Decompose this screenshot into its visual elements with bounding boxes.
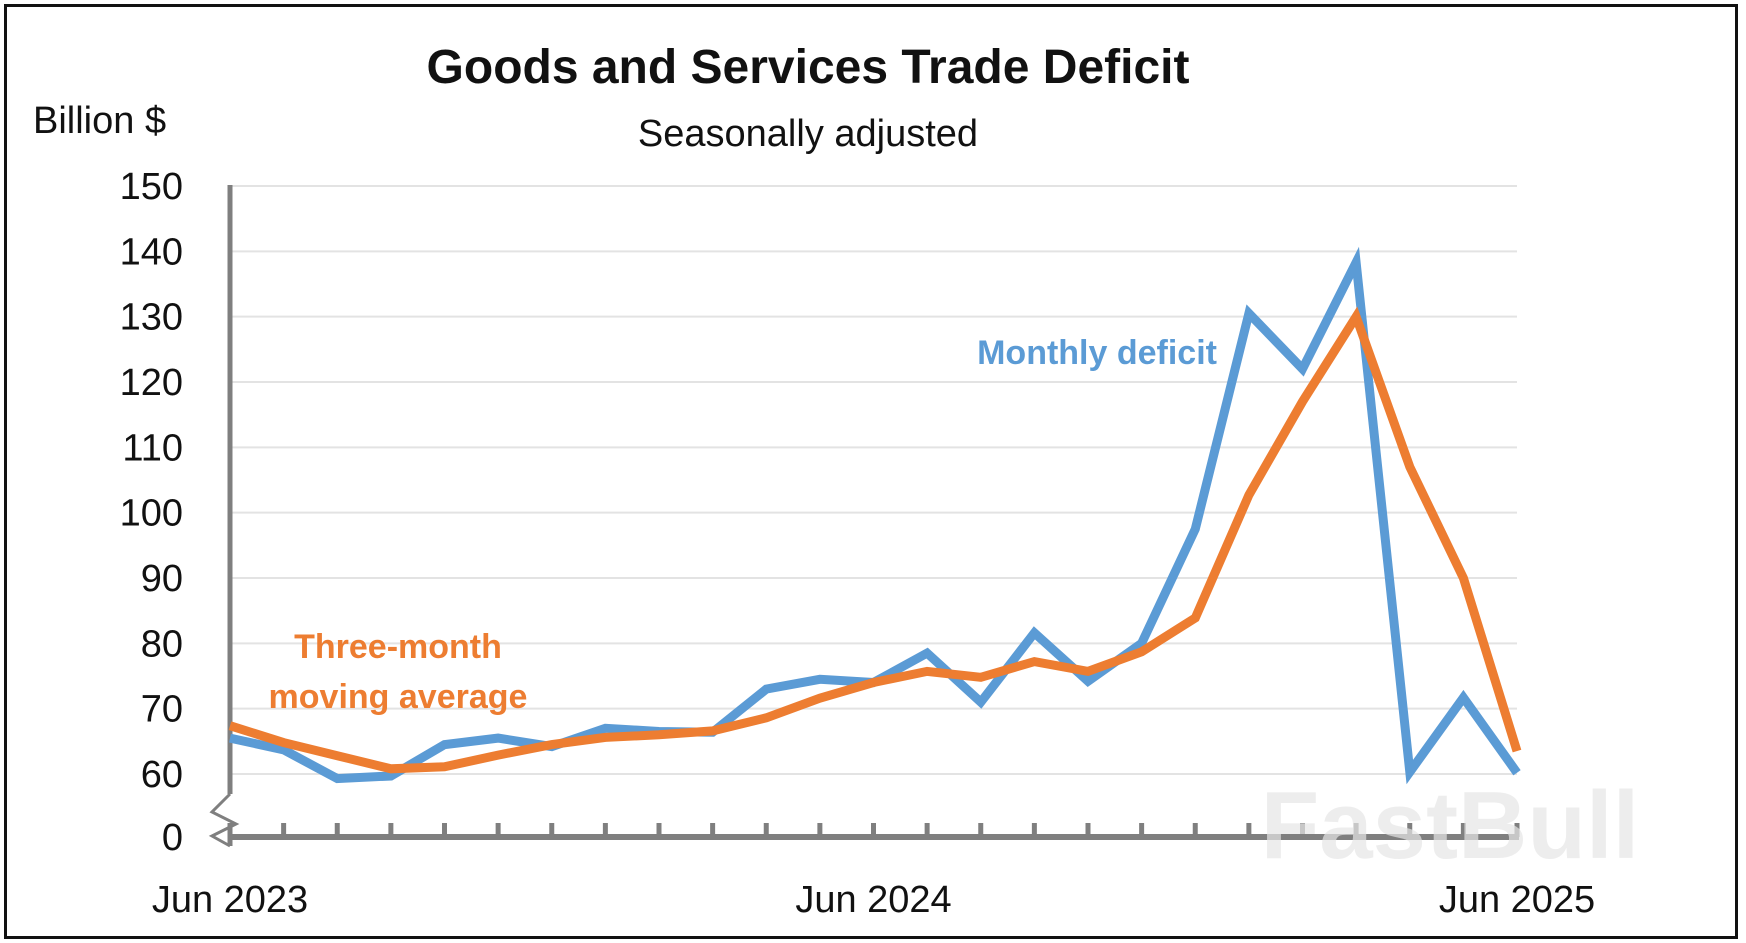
y-tick-label: 60	[141, 754, 183, 796]
x-tick-label: Jun 2025	[1439, 879, 1595, 921]
y-tick-label: 100	[120, 493, 183, 535]
chart-frame	[4, 4, 1738, 939]
y-tick-label: 120	[120, 362, 183, 404]
x-tick-label: Jun 2024	[795, 879, 951, 921]
y-tick-label: 110	[122, 427, 183, 469]
series-label-average-line1: Three-month	[294, 628, 502, 666]
x-tick-label: Jun 2023	[152, 879, 308, 921]
series-group	[228, 246, 1522, 785]
chart-title: Goods and Services Trade Deficit	[427, 41, 1190, 94]
y-tick-label: 80	[141, 623, 183, 665]
series-label-monthly: Monthly deficit	[977, 334, 1217, 372]
y-tick-label: 150	[120, 166, 183, 208]
y-tick-label: 130	[120, 297, 183, 339]
y-tick-label: 140	[120, 231, 183, 273]
axis-break-icon	[208, 792, 240, 848]
gridlines	[230, 185, 1517, 775]
series-label-average-line2: moving average	[269, 678, 528, 716]
y-tick-label: 70	[141, 689, 183, 731]
watermark: FastBull	[1261, 772, 1640, 879]
y-tick-label: 0	[162, 817, 183, 859]
chart-subtitle: Seasonally adjusted	[638, 113, 978, 155]
y-axis-label: Billion $	[33, 100, 166, 142]
y-tick-label: 90	[141, 558, 183, 600]
axes: 150 140 130 120 110 100 90 80 70 60 0 Jun 2023 Jun 2…	[120, 166, 1596, 921]
